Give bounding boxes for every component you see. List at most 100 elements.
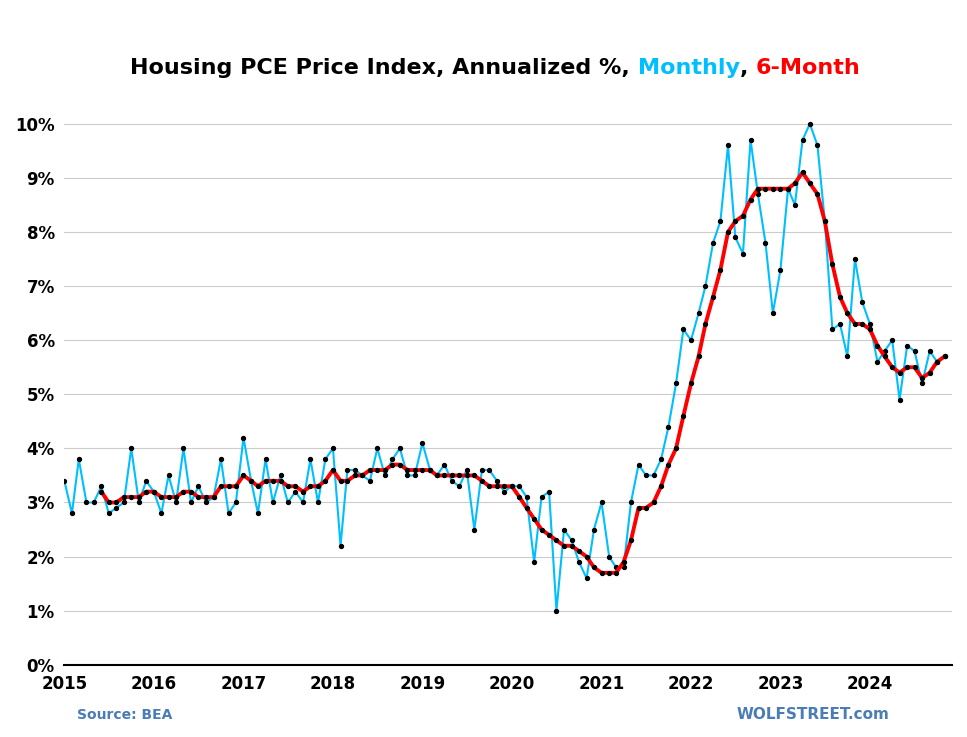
Point [265,475,280,486]
Point [213,481,228,492]
Point [423,464,438,476]
Point [116,497,132,509]
Point [161,491,176,503]
Point [690,351,706,363]
Point [467,469,483,481]
Point [743,194,758,206]
Point [847,318,863,330]
Point [415,464,430,476]
Point [809,139,825,151]
Point [86,497,102,509]
Point [795,134,810,146]
Point [184,497,199,509]
Point [548,534,564,546]
Point [385,453,400,465]
Point [534,491,549,503]
Point [108,502,124,514]
Point [265,497,280,509]
Point [132,491,147,503]
Point [564,534,579,546]
Point [124,491,139,503]
Point [660,458,676,470]
Point [363,464,378,476]
Point [735,210,750,222]
Point [795,167,810,178]
Point [369,442,385,454]
Point [638,502,654,514]
Point [288,481,304,492]
Point [773,183,788,195]
Point [668,442,684,454]
Point [863,324,878,335]
Point [571,545,587,557]
Point [809,188,825,200]
Point [407,464,423,476]
Point [347,469,363,481]
Point [780,183,796,195]
Point [750,183,766,195]
Point [198,497,214,509]
Point [325,464,340,476]
Point [713,215,728,227]
Point [787,199,803,211]
Point [773,264,788,276]
Point [937,351,952,363]
Point [459,469,475,481]
Point [108,497,124,509]
Point [57,475,73,486]
Point [526,556,542,568]
Point [608,562,624,573]
Point [571,556,587,568]
Point [250,507,266,519]
Point [929,356,945,368]
Point [377,464,393,476]
Point [244,475,259,486]
Point [929,356,945,368]
Point [937,351,952,363]
Point [668,377,684,389]
Point [280,497,296,509]
Point [892,367,907,379]
Point [727,215,743,227]
Point [526,513,542,525]
Point [176,486,191,497]
Point [273,475,288,486]
Point [765,183,780,195]
Point [915,377,930,389]
Point [922,345,937,357]
Point [907,345,923,357]
Point [190,491,206,503]
Point [347,464,363,476]
Point [132,497,147,509]
Point [310,481,326,492]
Point [877,345,893,357]
Point [579,573,595,584]
Point [594,497,609,509]
Point [817,215,833,227]
Point [758,237,774,248]
Point [303,453,318,465]
Point [601,567,617,579]
Point [863,318,878,330]
Point [601,551,617,562]
Point [727,231,743,243]
Point [676,410,691,422]
Point [869,340,885,352]
Point [244,475,259,486]
Point [519,502,535,514]
Point [765,307,780,319]
Point [743,134,758,146]
Point [78,497,94,509]
Point [444,469,459,481]
Point [355,469,370,481]
Point [684,335,699,346]
Point [504,481,519,492]
Point [392,458,407,470]
Point [750,188,766,200]
Point [654,481,669,492]
Point [94,481,109,492]
Point [369,464,385,476]
Point [556,524,571,536]
Point [295,497,310,509]
Point [847,253,863,265]
